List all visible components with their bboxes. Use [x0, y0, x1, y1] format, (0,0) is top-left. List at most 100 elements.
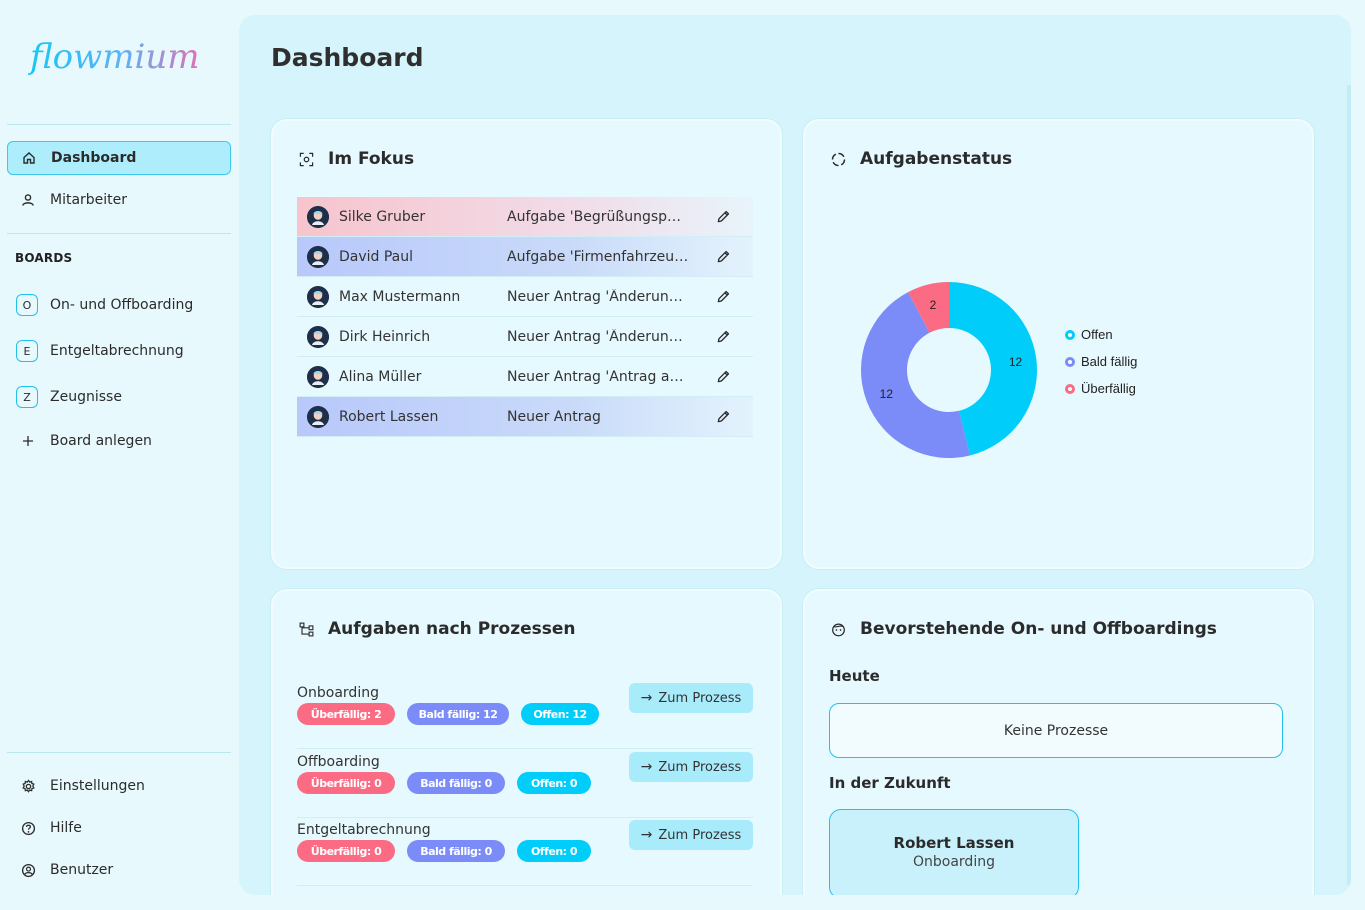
flowmium-logo[interactable]: flowmium: [28, 30, 213, 90]
donut-slice-2[interactable]: [861, 292, 971, 458]
focus-task-text: Aufgabe 'Begrüßungspaket vorbereiten': [507, 208, 689, 225]
process-row: Offboarding Überfällig: 0 Bald fällig: 0 Of…: [297, 750, 753, 818]
page-title: Dashboard: [271, 43, 424, 72]
legend-marker: [1065, 329, 1075, 340]
today-empty-state: Keine Prozesse: [829, 703, 1283, 758]
sidebar-board-entgelt[interactable]: E Entgeltabrechnung: [7, 334, 231, 368]
legend-label: Offen: [1081, 327, 1113, 342]
face-icon: [831, 621, 847, 637]
board-badge: E: [16, 340, 38, 362]
focus-row[interactable]: Silke Gruber Aufgabe 'Begrüßungspaket vor…: [297, 197, 753, 237]
donut-slice-3[interactable]: [908, 282, 949, 333]
sidebar-item-label: Board anlegen: [50, 433, 152, 449]
home-icon: [20, 149, 38, 167]
sidebar-item-mitarbeiter[interactable]: Mitarbeiter: [7, 183, 231, 217]
sidebar-board-zeugnisse[interactable]: Z Zeugnisse: [7, 380, 231, 414]
future-heading: In der Zukunft: [829, 774, 951, 792]
upcoming-person-card[interactable]: Robert Lassen Onboarding: [829, 809, 1079, 895]
edit-pencil-icon[interactable]: [714, 328, 732, 346]
button-label: Zum Prozess: [658, 759, 742, 775]
focus-task-text: Neuer Antrag 'Änderung Bankverbindung': [507, 288, 689, 305]
focus-row[interactable]: Max Mustermann Neuer Antrag 'Änderung Ban…: [297, 277, 753, 317]
gear-icon: [19, 777, 37, 795]
today-heading: Heute: [829, 667, 880, 685]
process-name: Entgeltabrechnung: [297, 822, 431, 838]
processes-card-title: Aufgaben nach Prozessen: [299, 619, 576, 639]
donut-slice-1[interactable]: [949, 282, 1037, 456]
svg-text:flowmium: flowmium: [28, 37, 200, 77]
arrow-right-icon: →: [640, 759, 653, 775]
process-row: Entgeltabrechnung Überfällig: 0 Bald fälli…: [297, 818, 753, 886]
focus-row[interactable]: Alina Müller Neuer Antrag 'Antrag auf Url…: [297, 357, 753, 397]
donut-data-label: 2: [930, 298, 937, 312]
focus-person-name: Max Mustermann: [339, 288, 461, 305]
legend-marker: [1065, 383, 1075, 394]
legend-item[interactable]: Bald fällig: [1065, 348, 1137, 375]
board-badge: Z: [16, 386, 38, 408]
avatar: [307, 205, 329, 228]
focus-person-name: Dirk Heinrich: [339, 328, 431, 345]
focus-row[interactable]: Dirk Heinrich Neuer Antrag 'Änderung Adre…: [297, 317, 753, 357]
sidebar-item-label: Mitarbeiter: [50, 192, 128, 208]
legend-label: Überfällig: [1081, 381, 1136, 396]
edit-pencil-icon[interactable]: [714, 288, 732, 306]
board-badge: O: [16, 294, 38, 316]
loading-icon: [831, 151, 847, 167]
focus-card: Im Fokus Silke Gruber Aufgabe 'Begrüßungs…: [271, 119, 782, 569]
focus-person-name: Robert Lassen: [339, 408, 439, 425]
sidebar-item-label: Dashboard: [51, 150, 137, 166]
overdue-badge: Überfällig: 0: [297, 840, 395, 862]
arrow-right-icon: →: [640, 827, 653, 843]
sidebar-item-label: On- und Offboarding: [50, 297, 194, 313]
sidebar-item-label: Benutzer: [50, 862, 114, 878]
upcoming-person-process: Onboarding: [913, 854, 995, 870]
process-name: Onboarding: [297, 685, 379, 701]
open-badge: Offen: 0: [517, 772, 591, 794]
status-card: Aufgabenstatus 12 12 2 Offen Bald fällig Übe…: [803, 119, 1314, 569]
focus-row[interactable]: David Paul Aufgabe 'Firmenfahrzeug zurück…: [297, 237, 753, 277]
focus-person-name: David Paul: [339, 248, 414, 265]
sidebar-item-benutzer[interactable]: Benutzer: [7, 853, 231, 887]
sidebar-board-onoffboarding[interactable]: O On- und Offboarding: [7, 288, 231, 322]
edit-pencil-icon[interactable]: [714, 208, 732, 226]
donut-data-label: 12: [880, 387, 894, 401]
process-tree-icon: [299, 621, 315, 637]
card-title-text: Bevorstehende On- und Offboardings: [860, 619, 1217, 639]
focus-icon: [299, 151, 315, 167]
sidebar-item-label: Hilfe: [50, 820, 82, 836]
overdue-badge: Überfällig: 0: [297, 772, 395, 794]
focus-task-text: Neuer Antrag 'Antrag auf Urlaub': [507, 368, 689, 385]
focus-task-text: Neuer Antrag 'Änderung Adresse': [507, 328, 689, 345]
add-board-button[interactable]: Board anlegen: [7, 424, 231, 458]
sidebar-item-label: Entgeltabrechnung: [50, 343, 184, 359]
sidebar: flowmium Dashboard Mitarbeiter BOARDS O …: [0, 0, 238, 910]
button-label: Zum Prozess: [658, 690, 742, 706]
open-badge: Offen: 0: [517, 840, 591, 862]
open-badge: Offen: 12: [521, 703, 599, 725]
sidebar-item-hilfe[interactable]: Hilfe: [7, 811, 231, 845]
process-name: Offboarding: [297, 754, 380, 770]
focus-list: Silke Gruber Aufgabe 'Begrüßungspaket vor…: [297, 197, 753, 437]
edit-pencil-icon[interactable]: [714, 368, 732, 386]
processes-card: Aufgaben nach Prozessen Onboarding Überfä…: [271, 589, 782, 895]
process-row: Onboarding Überfällig: 2 Bald fällig: 12 Of…: [297, 681, 753, 749]
card-title-text: Im Fokus: [328, 149, 415, 169]
edit-pencil-icon[interactable]: [714, 248, 732, 266]
due-soon-badge: Bald fällig: 0: [407, 772, 505, 794]
chart-legend: Offen Bald fällig Überfällig: [1065, 321, 1137, 402]
edit-pencil-icon[interactable]: [714, 408, 732, 426]
avatar: [307, 285, 329, 308]
scrollbar[interactable]: [1347, 85, 1351, 885]
focus-task-text: Neuer Antrag: [507, 408, 601, 425]
focus-row[interactable]: Robert Lassen Neuer Antrag: [297, 397, 753, 437]
go-to-process-button[interactable]: → Zum Prozess: [629, 752, 753, 782]
go-to-process-button[interactable]: → Zum Prozess: [629, 820, 753, 850]
focus-person-name: Silke Gruber: [339, 208, 426, 225]
due-soon-badge: Bald fällig: 0: [407, 840, 505, 862]
legend-item[interactable]: Überfällig: [1065, 375, 1137, 402]
sidebar-item-einstellungen[interactable]: Einstellungen: [7, 769, 231, 803]
legend-item[interactable]: Offen: [1065, 321, 1137, 348]
go-to-process-button[interactable]: → Zum Prozess: [629, 683, 753, 713]
sidebar-item-dashboard[interactable]: Dashboard: [7, 141, 231, 175]
button-label: Zum Prozess: [658, 827, 742, 843]
